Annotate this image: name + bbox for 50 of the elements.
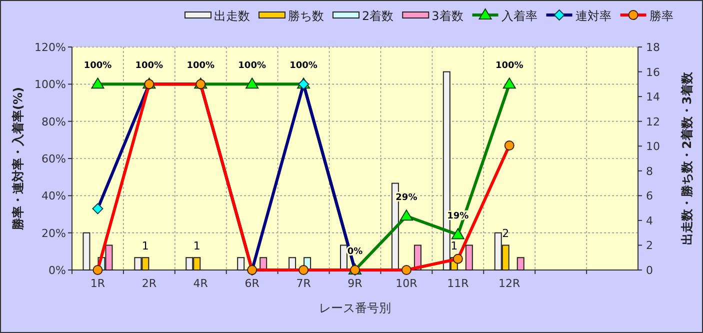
y-tick-label: 60% <box>42 152 66 166</box>
y-tick-label: 20% <box>42 226 66 240</box>
bar <box>82 232 90 270</box>
y2-tick-label: 4 <box>646 214 653 228</box>
y-tick-label: 80% <box>42 115 66 128</box>
y2-tick-label: 10 <box>646 140 660 154</box>
x-tick-label: 9R <box>348 277 363 290</box>
legend-label: 3着数 <box>432 9 464 23</box>
x-tick-label: 4R <box>193 277 208 290</box>
data-label: 1 <box>450 240 458 253</box>
bar <box>465 244 473 270</box>
y2-tick-label: 16 <box>646 66 660 79</box>
legend-label: 連対率 <box>575 9 612 23</box>
bar <box>237 257 245 270</box>
y-tick-label: 120% <box>34 41 66 54</box>
x-axis-title: レース番号別 <box>319 301 391 315</box>
legend-label: 2着数 <box>362 9 394 23</box>
y2-tick-label: 18 <box>646 41 660 54</box>
legend-label: 勝率 <box>649 9 674 23</box>
y2-tick-label: 14 <box>646 90 660 104</box>
y2-tick-label: 8 <box>646 164 653 178</box>
y2-tick-label: 6 <box>646 190 653 203</box>
x-tick-label: 10R <box>396 277 418 290</box>
data-label: 1 <box>193 240 200 253</box>
x-tick-label: 12R <box>498 277 521 290</box>
bar <box>516 257 524 270</box>
data-label: 100% <box>135 61 164 72</box>
data-label: 2 <box>502 227 510 240</box>
y2-axis-title: 出走数・勝ち数・2着数・3着数 <box>680 71 694 245</box>
data-label: 100% <box>238 61 266 72</box>
data-label: 100% <box>495 61 524 72</box>
y2-tick-label: 12 <box>646 115 660 128</box>
legend-label: 入着率 <box>501 9 538 23</box>
y2-tick-label: 2 <box>646 239 653 252</box>
y-tick-label: 0% <box>48 264 66 277</box>
x-tick-label: 11R <box>447 277 470 290</box>
y2-tick-label: 0 <box>646 264 653 277</box>
y-tick-label: 100% <box>34 78 66 92</box>
x-tick-label: 2R <box>142 277 157 290</box>
x-tick-label: 1R <box>90 277 106 290</box>
data-label: 100% <box>84 61 112 72</box>
y-axis-title: 勝率・連対率・入着率(%) <box>11 87 25 231</box>
data-label: 100% <box>290 61 318 72</box>
y-tick-label: 40% <box>42 190 66 203</box>
x-tick-label: 7R <box>296 277 312 290</box>
x-tick-label: 6R <box>244 277 260 290</box>
legend-label: 出走数 <box>214 9 250 23</box>
data-label: 100% <box>186 61 215 72</box>
data-label: 1 <box>142 240 149 253</box>
legend-label: 勝ち数 <box>288 9 324 23</box>
